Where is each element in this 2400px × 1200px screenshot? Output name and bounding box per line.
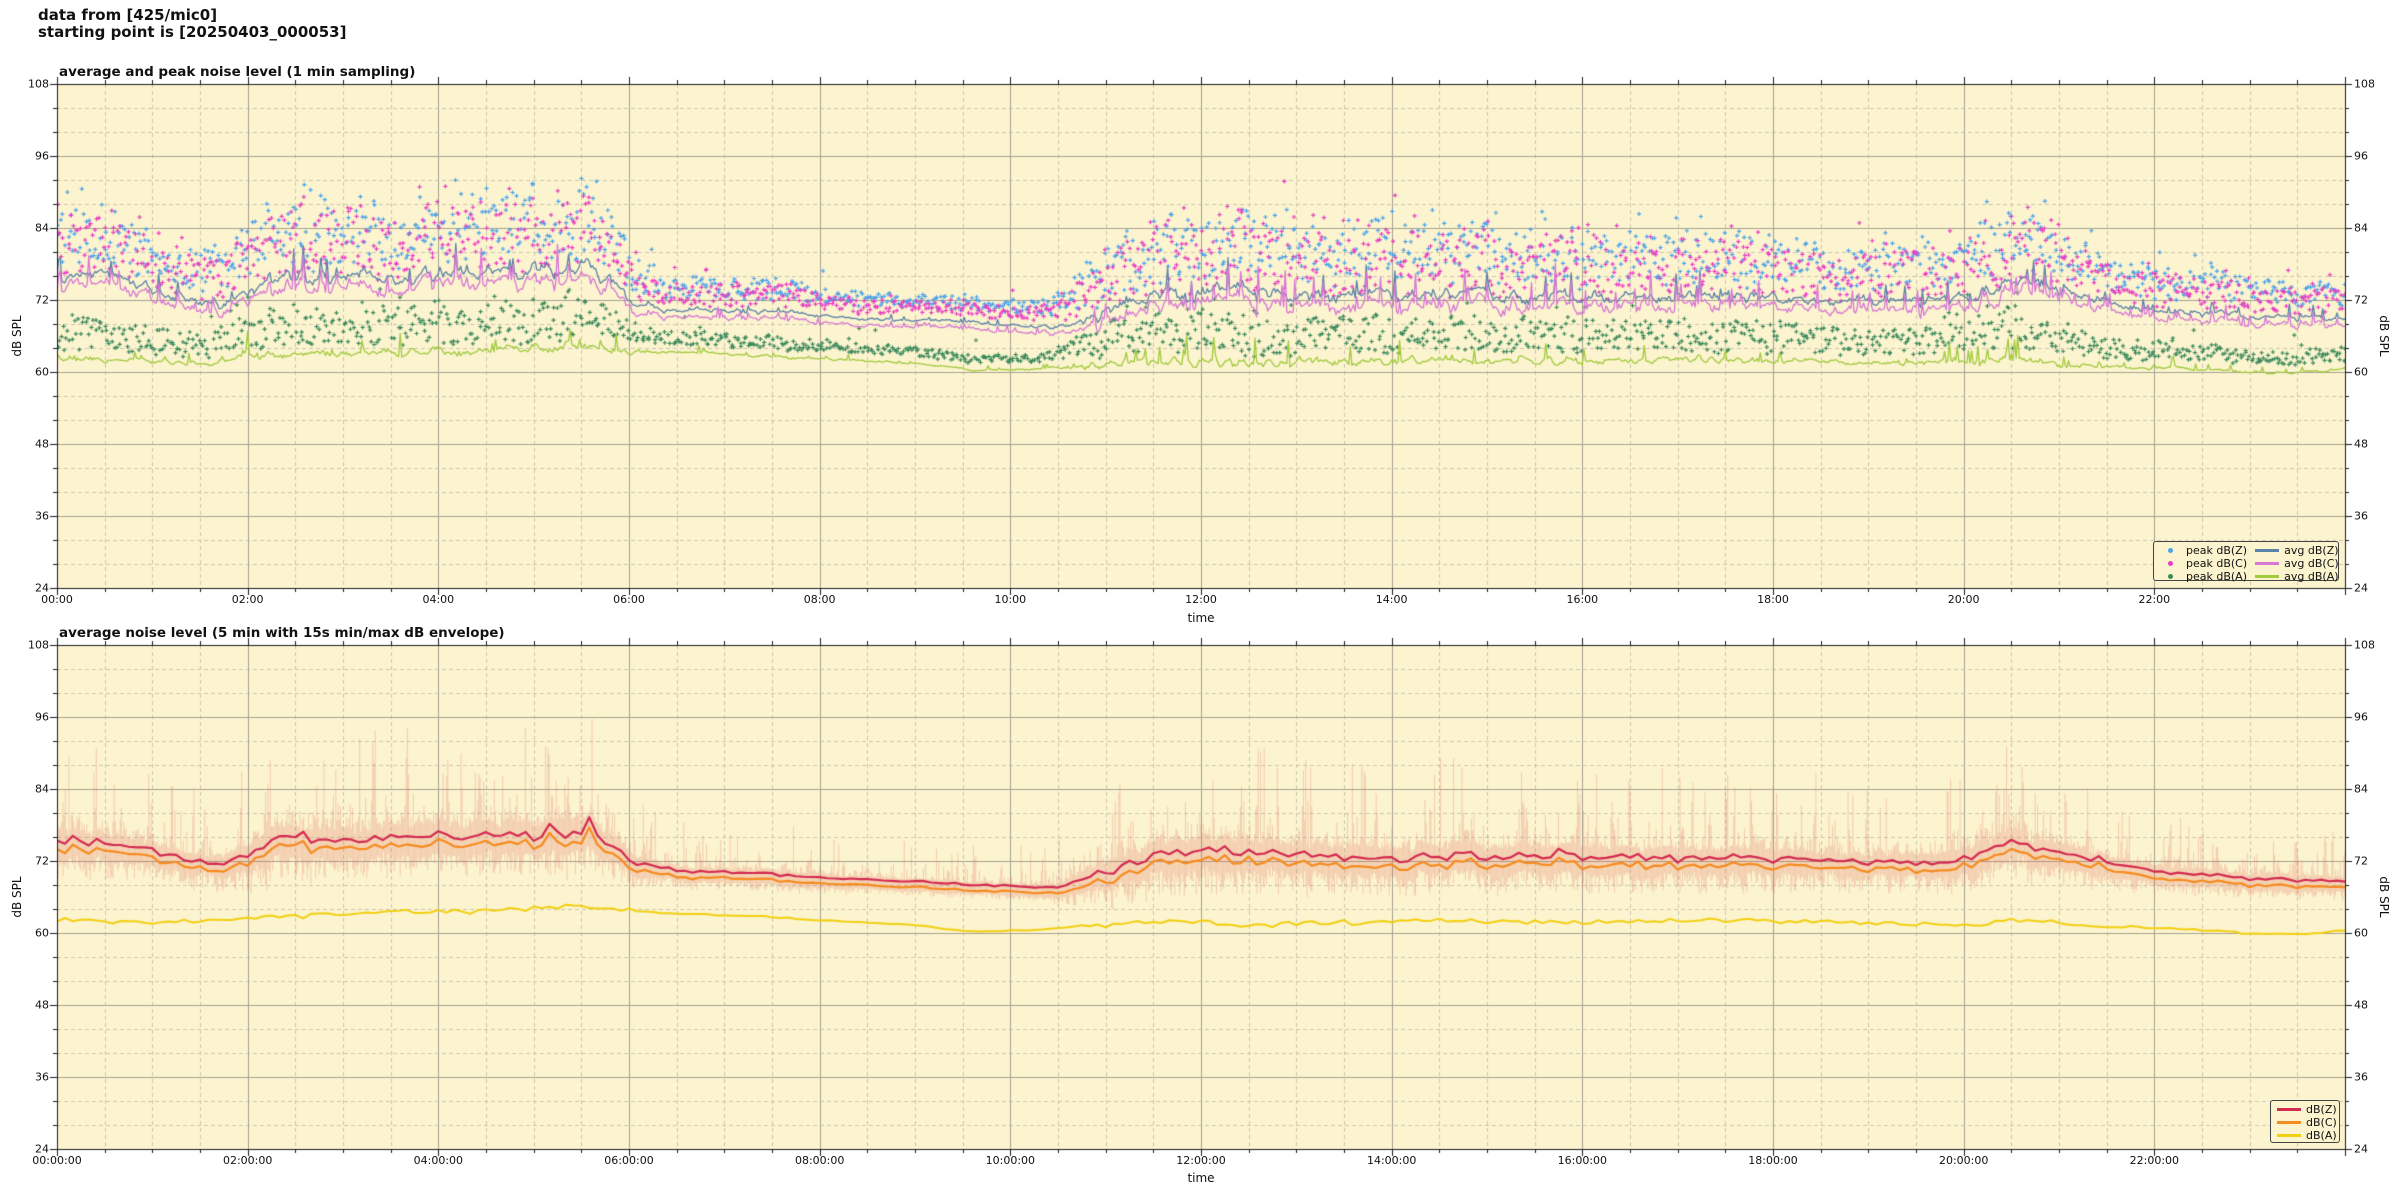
y-tick-label-left: 96 xyxy=(35,710,49,724)
legend-item-label: dB(C) xyxy=(2306,1116,2337,1129)
x-tick-label: 08:00:00 xyxy=(794,1154,845,1167)
x-tick-label: 04:00:00 xyxy=(413,1154,464,1167)
y-tick-label-left: 72 xyxy=(35,293,49,307)
x-tick-label: 06:00:00 xyxy=(604,1154,654,1167)
x-tick-label: 12:00 xyxy=(1185,593,1217,606)
legend-item: dB(Z) xyxy=(2277,1103,2337,1116)
x-tick-label: 22:00 xyxy=(2138,593,2171,606)
y-axis-label-left: dB SPL xyxy=(10,315,24,357)
x-axis-label: time xyxy=(1187,611,1215,625)
y-tick-label-left: 24 xyxy=(35,581,49,595)
x-tick-label: 18:00 xyxy=(1757,593,1789,606)
x-tick-label: 04:00 xyxy=(422,593,455,606)
y-tick-label-right: 36 xyxy=(2354,1070,2368,1084)
y-axis-label-right: dB SPL xyxy=(2377,876,2391,918)
y-tick-label-left: 60 xyxy=(35,926,49,940)
y-tick-label-right: 96 xyxy=(2354,149,2368,163)
x-tick-label: 10:00 xyxy=(994,593,1027,606)
x-tick-label: 02:00:00 xyxy=(222,1154,273,1167)
x-tick-label: 00:00:00 xyxy=(32,1154,82,1167)
y-tick-label-left: 84 xyxy=(35,221,49,235)
y-axis-label-right: dB SPL xyxy=(2377,315,2391,357)
x-tick-label: 22:00:00 xyxy=(2129,1154,2180,1167)
legend-item-label: avg dB(C) xyxy=(2284,557,2339,570)
y-tick-label-left: 108 xyxy=(28,77,49,91)
header-start-point: starting point is [20250403_000053] xyxy=(38,23,347,41)
y-tick-label-right: 48 xyxy=(2354,998,2368,1012)
y-tick-label-right: 72 xyxy=(2354,293,2368,307)
y-tick-label-right: 36 xyxy=(2354,509,2368,523)
legend-item-label: avg dB(A) xyxy=(2284,570,2339,583)
y-tick-label-left: 108 xyxy=(28,638,49,652)
y-tick-label-left: 24 xyxy=(35,1142,49,1156)
legend-item: avg dB(C) xyxy=(2255,557,2339,570)
y-tick-label-right: 72 xyxy=(2354,854,2368,868)
x-tick-label: 14:00:00 xyxy=(1366,1154,1417,1167)
legend-item-label: peak dB(Z) xyxy=(2186,544,2248,557)
legend-item: dB(C) xyxy=(2277,1116,2337,1129)
top-panel-title: average and peak noise level (1 min samp… xyxy=(59,64,416,80)
x-tick-label: 06:00 xyxy=(613,593,645,606)
legend-line-marker-icon xyxy=(2255,562,2280,565)
legend-item-label: avg dB(Z) xyxy=(2284,544,2339,557)
legend-item-label: peak dB(C) xyxy=(2186,557,2248,570)
x-tick-label: 16:00 xyxy=(1566,593,1599,606)
x-axis-label: time xyxy=(1187,1171,1215,1185)
y-tick-label-left: 96 xyxy=(35,149,49,163)
legend-item: dB(A) xyxy=(2277,1129,2337,1142)
bottom-legend: dB(Z) dB(C) dB(A) xyxy=(2270,1100,2340,1143)
legend-line-marker-icon xyxy=(2277,1121,2301,1124)
y-tick-label-right: 96 xyxy=(2354,710,2368,724)
x-tick-label: 18:00:00 xyxy=(1748,1154,1798,1167)
legend-dot-marker-icon xyxy=(2168,561,2173,566)
legend-line-marker-icon xyxy=(2277,1134,2301,1137)
legend-dot-marker-icon xyxy=(2168,574,2173,579)
x-tick-label: 00:00 xyxy=(41,593,73,606)
x-tick-label: 10:00:00 xyxy=(985,1154,1036,1167)
x-tick-label: 08:00 xyxy=(803,593,836,606)
y-tick-label-right: 60 xyxy=(2354,926,2368,940)
legend-line-marker-icon xyxy=(2255,575,2280,578)
legend-line-marker-icon xyxy=(2277,1108,2301,1111)
y-tick-label-left: 72 xyxy=(35,854,49,868)
y-tick-label-left: 36 xyxy=(35,509,49,523)
y-tick-label-left: 48 xyxy=(35,998,49,1012)
x-tick-label: 20:00 xyxy=(1947,593,1980,606)
y-tick-label-right: 108 xyxy=(2354,77,2375,91)
legend-item-label: dB(A) xyxy=(2306,1129,2337,1142)
y-tick-label-right: 84 xyxy=(2354,221,2368,235)
y-tick-label-left: 84 xyxy=(35,782,49,796)
y-axis-label-left: dB SPL xyxy=(10,876,24,918)
legend-item: peak dB(Z) xyxy=(2160,544,2247,557)
y-tick-label-left: 36 xyxy=(35,1070,49,1084)
legend-item: avg dB(A) xyxy=(2255,570,2339,583)
legend-item-label: dB(Z) xyxy=(2306,1103,2337,1116)
legend-item: peak dB(C) xyxy=(2160,557,2247,570)
legend-item: avg dB(Z) xyxy=(2255,544,2339,557)
legend-item-label: peak dB(A) xyxy=(2186,570,2247,583)
y-tick-label-right: 108 xyxy=(2354,638,2375,652)
legend-item: peak dB(A) xyxy=(2160,570,2247,583)
y-tick-label-right: 48 xyxy=(2354,437,2368,451)
legend-line-marker-icon xyxy=(2255,549,2280,552)
y-tick-label-right: 60 xyxy=(2354,365,2368,379)
y-tick-label-left: 48 xyxy=(35,437,49,451)
bottom-panel-title: average noise level (5 min with 15s min/… xyxy=(59,625,505,641)
legend-dot-marker-icon xyxy=(2168,548,2173,553)
y-tick-label-right: 24 xyxy=(2354,581,2368,595)
x-tick-label: 14:00 xyxy=(1375,593,1408,606)
x-tick-label: 16:00:00 xyxy=(1557,1154,1608,1167)
y-tick-label-right: 24 xyxy=(2354,1142,2368,1156)
x-tick-label: 12:00:00 xyxy=(1176,1154,1226,1167)
top-legend: peak dB(Z) peak dB(C) peak dB(A) avg dB(Z) a… xyxy=(2153,541,2339,583)
x-tick-label: 02:00 xyxy=(231,593,264,606)
y-tick-label-left: 60 xyxy=(35,365,49,379)
x-tick-label: 20:00:00 xyxy=(1938,1154,1989,1167)
header-data-source: data from [425/mic0] xyxy=(38,6,218,24)
y-tick-label-right: 84 xyxy=(2354,782,2368,796)
